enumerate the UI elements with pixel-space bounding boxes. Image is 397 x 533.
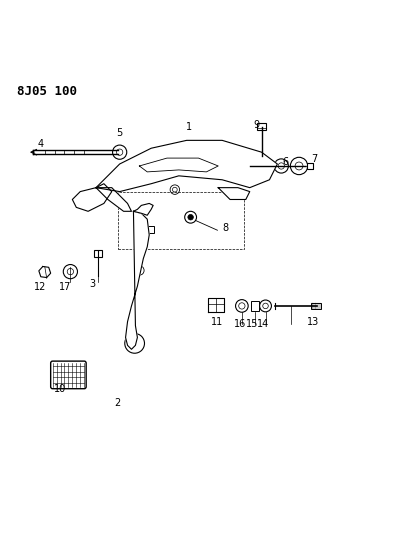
Polygon shape	[218, 188, 250, 199]
Circle shape	[209, 302, 216, 308]
Text: 8J05 100: 8J05 100	[17, 85, 77, 98]
Text: 10: 10	[54, 384, 66, 394]
Text: 11: 11	[211, 318, 224, 327]
Text: 7: 7	[312, 154, 318, 164]
Circle shape	[290, 157, 308, 175]
Circle shape	[243, 163, 257, 177]
Text: 1: 1	[185, 122, 192, 132]
Polygon shape	[125, 211, 149, 349]
Text: 5: 5	[116, 128, 122, 138]
Circle shape	[63, 264, 77, 279]
Text: 14: 14	[257, 319, 270, 329]
Polygon shape	[96, 188, 131, 211]
Text: 13: 13	[307, 318, 319, 327]
Polygon shape	[96, 140, 278, 191]
Bar	[311, 303, 321, 309]
Polygon shape	[53, 363, 84, 387]
Text: 2: 2	[115, 398, 121, 408]
Text: 17: 17	[59, 282, 71, 292]
Circle shape	[235, 300, 248, 312]
Polygon shape	[39, 266, 51, 278]
Circle shape	[274, 159, 288, 173]
Circle shape	[135, 266, 144, 275]
Text: 15: 15	[245, 319, 258, 329]
Polygon shape	[208, 298, 224, 312]
Bar	[251, 301, 259, 311]
Text: 3: 3	[90, 279, 96, 289]
Bar	[94, 249, 102, 257]
Circle shape	[247, 167, 253, 173]
Bar	[145, 226, 154, 233]
Circle shape	[260, 300, 272, 312]
Circle shape	[185, 211, 197, 223]
Polygon shape	[72, 184, 112, 211]
Polygon shape	[307, 163, 313, 169]
Bar	[118, 191, 244, 249]
Circle shape	[113, 145, 127, 159]
Text: 6: 6	[282, 157, 288, 167]
Text: 12: 12	[34, 282, 46, 292]
Text: 8: 8	[222, 223, 228, 233]
Text: 9: 9	[254, 120, 260, 131]
Polygon shape	[133, 204, 153, 215]
Circle shape	[188, 214, 193, 220]
Circle shape	[125, 334, 145, 353]
Bar	[257, 123, 266, 131]
Text: 4: 4	[38, 139, 44, 149]
Text: 16: 16	[234, 319, 246, 329]
